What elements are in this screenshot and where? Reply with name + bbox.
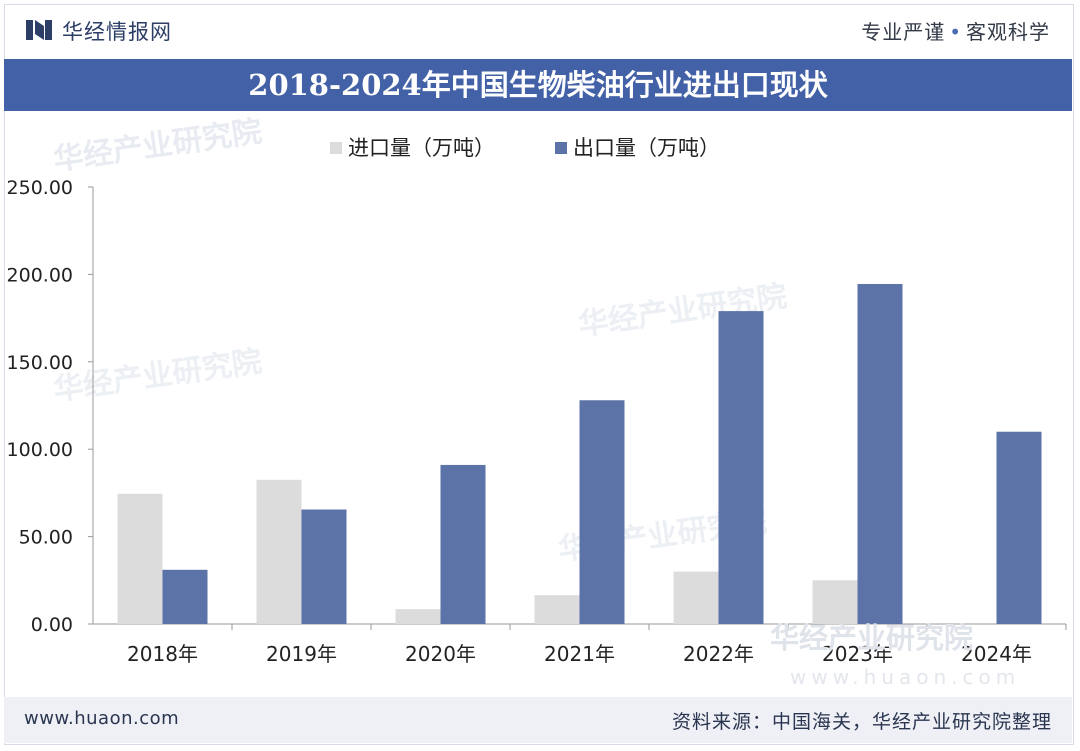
x-tick-label: 2018年 [127, 642, 198, 666]
legend-swatch [555, 142, 567, 154]
export-bar [857, 284, 903, 624]
import-bar [534, 595, 580, 624]
export-bar [440, 464, 486, 624]
huajing-logo-icon [26, 20, 52, 40]
x-tick-label: 2023年 [822, 642, 893, 666]
y-tick-label: 150.00 [7, 352, 73, 374]
export-bar [718, 311, 764, 624]
y-tick-label: 100.00 [7, 439, 73, 461]
import-bar [812, 580, 858, 624]
export-bar [162, 569, 208, 624]
x-tick-label: 2022年 [683, 642, 754, 666]
import-bar [256, 479, 302, 624]
brand-name: 华经情报网 [62, 20, 172, 44]
y-tick-label: 50.00 [19, 527, 73, 549]
watermark-text: 华经产业研究院 [51, 344, 264, 408]
watermark-text: 华经产业研究院 [51, 114, 264, 178]
import-bar [117, 493, 163, 624]
legend-label: 出口量（万吨） [573, 136, 720, 160]
x-tick-label: 2021年 [544, 642, 615, 666]
tagline-dot-icon: • [949, 20, 962, 44]
x-tick-label: 2019年 [266, 642, 337, 666]
tagline-right: 客观科学 [966, 20, 1050, 44]
tagline-left: 专业严谨 [861, 20, 946, 44]
footer: www.huaon.com 资料来源：中国海关，华经产业研究院整理 [4, 697, 1072, 743]
watermark-url: www.huaon.com [790, 665, 1020, 689]
x-tick-label: 2024年 [961, 642, 1032, 666]
tagline: 专业严谨 • 客观科学 [861, 16, 1050, 45]
header: 华经情报网 专业严谨 • 客观科学 [0, 0, 1080, 56]
chart-frame [4, 4, 1074, 745]
legend-label: 进口量（万吨） [348, 136, 495, 160]
export-bar [579, 400, 625, 624]
import-bar [395, 609, 441, 624]
footer-source: 资料来源：中国海关，华经产业研究院整理 [671, 711, 1052, 733]
export-bar [996, 431, 1042, 624]
y-tick-label: 250.00 [7, 177, 73, 199]
bar-chart: 华经产业研究院华经产业研究院华经产业研究院华经产业研究院0.0050.00100… [7, 114, 1067, 689]
import-bar [673, 571, 719, 624]
y-tick-label: 200.00 [7, 264, 73, 286]
x-tick-label: 2020年 [405, 642, 476, 666]
export-bar [301, 509, 347, 624]
title-bar: 2018-2024年中国生物柴油行业进出口现状 [4, 59, 1072, 111]
chart-title: 2018-2024年中国生物柴油行业进出口现状 [248, 68, 828, 102]
footer-website[interactable]: www.huaon.com [24, 708, 180, 729]
legend-swatch [330, 142, 342, 154]
y-tick-label: 0.00 [31, 614, 73, 636]
watermark-text: 华经产业研究院 [770, 621, 973, 655]
